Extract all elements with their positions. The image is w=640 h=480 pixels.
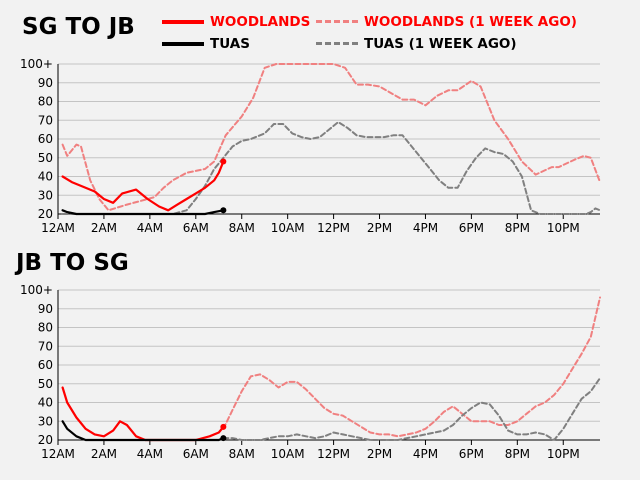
legend-label-tuas: TUAS [210,36,250,52]
jb-to-sg-y-tick-label: 50 [38,377,53,391]
legend-label-woodlands: WOODLANDS [210,14,311,30]
legend-swatch-woodlands-prev [316,20,358,23]
jb-to-sg-series-tuas-last-point [220,435,227,442]
chart-title-jb-to-sg: JB TO SG [16,250,129,276]
sg-to-jb-x-tick-label: 6PM [459,221,484,235]
sg-to-jb-y-tick-label: 50 [38,151,53,165]
sg-to-jb-series-woodlands [61,160,225,212]
jb-to-sg-x-tick-label: 6AM [183,447,209,461]
jb-to-sg-x-tick-label: 2PM [367,447,392,461]
legend-swatch-tuas [162,42,204,46]
chart-title-sg-to-jb: SG TO JB [22,14,135,40]
legend-swatch-woodlands [162,20,204,24]
sg-to-jb-x-tick-label: 8AM [229,221,255,235]
sg-to-jb-y-tick-label: 100+ [20,57,53,71]
jb-to-sg-y-tick-label: 40 [38,396,53,410]
sg-to-jb-y-tick-label: 80 [38,95,53,109]
jb-to-sg-y-tick-label: 70 [38,339,53,353]
jb-to-sg-x-tick-label: 12AM [41,447,75,461]
sg-to-jb-x-tick-label: 12PM [317,221,350,235]
sg-to-jb-series-tuas-1-week-ago [61,121,601,215]
sg-to-jb-x-tick-label: 10AM [271,221,305,235]
sg-to-jb-x-tick-label: 4PM [413,221,438,235]
chart-jb-to-sg: 20 30 40 50 60 70 80 90 100+ 12AM 2AM 4AM 6AM 8AM 10AM… [20,283,601,461]
sg-to-jb-y-tick-label: 70 [38,113,53,127]
jb-to-sg-series-tuas-1-week-ago [222,377,601,441]
jb-to-sg-x-tick-label: 12PM [317,447,350,461]
sg-to-jb-y-tick-label: 40 [38,170,53,184]
jb-to-sg-y-tick-label: 100+ [20,283,53,297]
legend-swatch-tuas-prev [316,42,358,45]
jb-to-sg-series-woodlands [61,386,225,442]
chart-sg-to-jb: 20 30 40 50 60 70 80 90 100+ 12AM 2AM 4AM 6AM 8AM 10AM… [20,57,601,235]
sg-to-jb-y-tick-label: 90 [38,76,53,90]
sg-to-jb-series-tuas-last-point [220,207,227,214]
jb-to-sg-x-tick-label: 4PM [413,447,438,461]
jb-to-sg-x-tick-label: 10AM [271,447,305,461]
jb-to-sg-x-tick-label: 2AM [91,447,117,461]
sg-to-jb-x-tick-label: 6AM [183,221,209,235]
sg-to-jb-x-tick-label: 2PM [367,221,392,235]
sg-to-jb-x-tick-label: 2AM [91,221,117,235]
sg-to-jb-x-tick-label: 12AM [41,221,75,235]
sg-to-jb-y-tick-label: 20 [38,207,53,221]
jb-to-sg-y-tick-label: 80 [38,321,53,335]
jb-to-sg-y-tick-label: 30 [38,414,53,428]
legend-label-tuas-prev: TUAS (1 WEEK AGO) [364,36,517,52]
sg-to-jb-series-tuas [61,209,225,216]
legend-label-woodlands-prev: WOODLANDS (1 WEEK AGO) [364,14,577,30]
sg-to-jb-x-tick-label: 10PM [547,221,580,235]
sg-to-jb-x-tick-label: 4AM [137,221,163,235]
jb-to-sg-y-tick-label: 90 [38,302,53,316]
jb-to-sg-y-tick-label: 60 [38,358,53,372]
jb-to-sg-x-tick-label: 8AM [229,447,255,461]
jb-to-sg-x-tick-label: 8PM [505,447,530,461]
jb-to-sg-series-woodlands-1-week-ago [222,296,601,438]
jb-to-sg-x-tick-label: 10PM [547,447,580,461]
jb-to-sg-series-tuas [61,420,225,442]
jb-to-sg-x-tick-label: 4AM [137,447,163,461]
sg-to-jb-y-tick-label: 60 [38,132,53,146]
jb-to-sg-x-tick-label: 6PM [459,447,484,461]
jb-to-sg-y-tick-label: 20 [38,433,53,447]
sg-to-jb-x-tick-label: 8PM [505,221,530,235]
sg-to-jb-y-tick-label: 30 [38,188,53,202]
sg-to-jb-series-woodlands-1-week-ago [61,63,601,212]
sg-to-jb-series-woodlands-last-point [220,158,227,165]
jb-to-sg-series-woodlands-last-point [220,423,227,430]
